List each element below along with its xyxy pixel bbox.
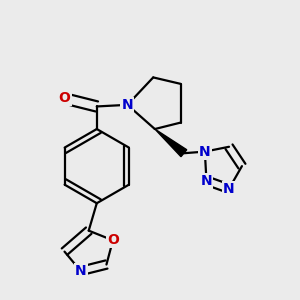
Text: N: N <box>223 182 235 196</box>
Text: N: N <box>201 174 212 188</box>
Text: O: O <box>107 233 119 247</box>
Text: N: N <box>122 98 133 112</box>
Polygon shape <box>155 129 187 157</box>
Text: O: O <box>58 92 70 105</box>
Text: N: N <box>75 264 86 278</box>
Text: N: N <box>199 145 211 159</box>
